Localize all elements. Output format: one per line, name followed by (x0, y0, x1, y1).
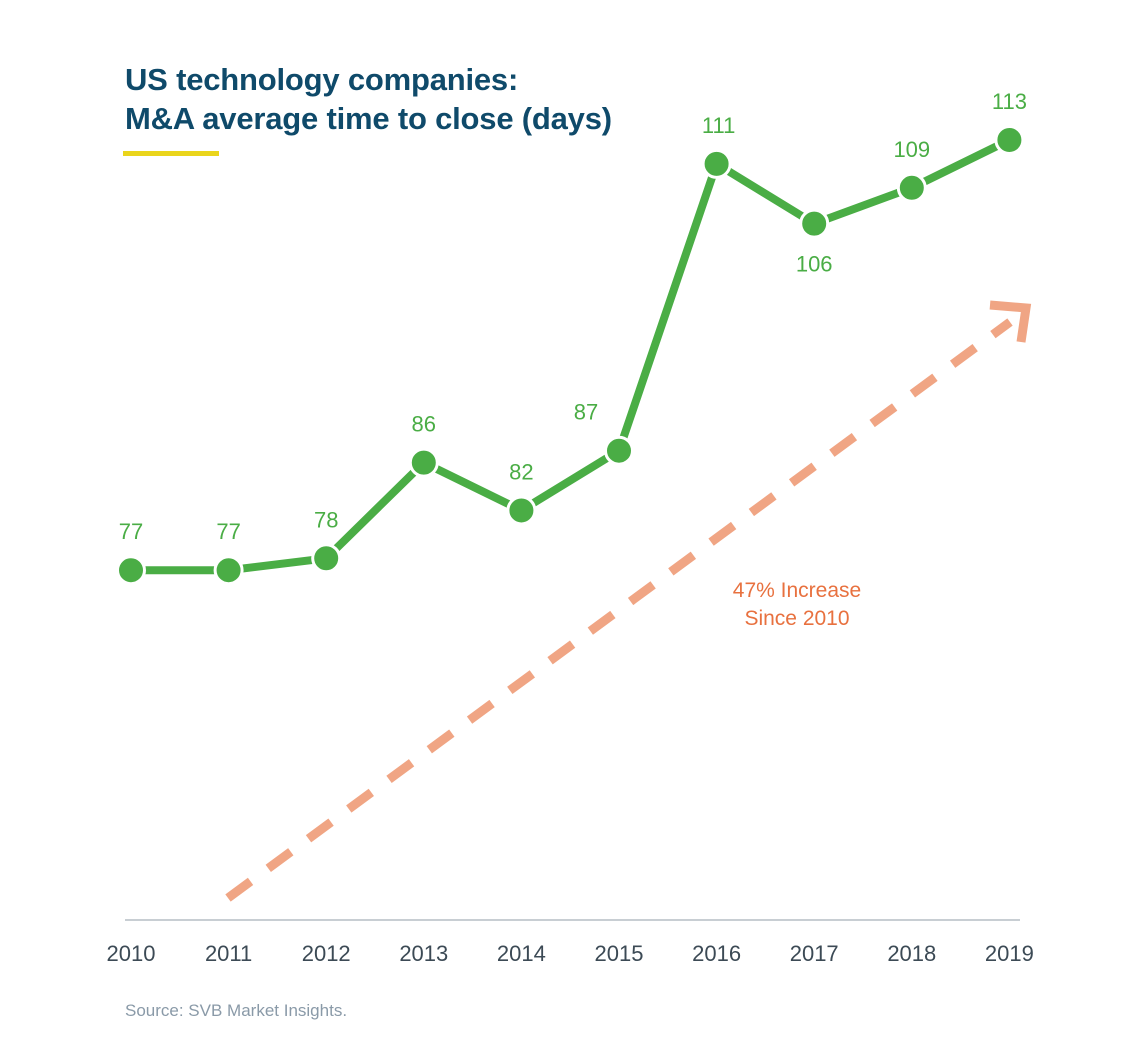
data-point (408, 447, 439, 478)
data-point (799, 208, 830, 239)
x-tick-label: 2011 (205, 941, 252, 966)
data-label: 113 (992, 89, 1027, 114)
data-point (604, 435, 634, 466)
annotation-line2: Since 2010 (744, 607, 849, 630)
data-point (994, 125, 1025, 155)
x-tick-label: 2015 (595, 941, 644, 966)
x-tick-label: 2016 (692, 941, 741, 966)
data-point (311, 543, 342, 574)
data-label: 82 (509, 459, 533, 484)
x-tick-label: 2013 (399, 941, 448, 966)
data-label: 106 (796, 252, 833, 277)
source-note: Source: SVB Market Insights. (125, 1001, 348, 1020)
data-point (896, 172, 927, 203)
x-tick-label: 2014 (497, 941, 546, 966)
data-label: 111 (702, 113, 735, 138)
trend-arrow-head (989, 300, 1032, 343)
title-accent-underline (123, 151, 219, 156)
chart-title: US technology companies: M&A average tim… (125, 60, 612, 138)
series-line (131, 136, 1012, 575)
data-point (213, 555, 244, 586)
x-tick-label: 2018 (887, 941, 936, 966)
data-label: 86 (412, 412, 436, 437)
x-tick-label: 2010 (107, 941, 156, 966)
data-label: 109 (893, 137, 930, 162)
data-label: 77 (119, 519, 143, 544)
data-label: 87 (574, 400, 598, 425)
x-tick-label: 2012 (302, 941, 351, 966)
data-label: 78 (314, 507, 338, 532)
data-label: 77 (216, 519, 240, 544)
data-point (506, 495, 537, 526)
chart-title-line1: US technology companies: (125, 62, 519, 97)
trend-arrow-line (225, 318, 1013, 902)
x-tick-label: 2017 (790, 941, 839, 966)
data-point (701, 148, 732, 179)
chart-title-line2: M&A average time to close (days) (125, 101, 612, 136)
annotation-line1: 47% Increase (733, 579, 861, 602)
data-point (116, 555, 146, 586)
x-tick-label: 2019 (985, 941, 1034, 966)
